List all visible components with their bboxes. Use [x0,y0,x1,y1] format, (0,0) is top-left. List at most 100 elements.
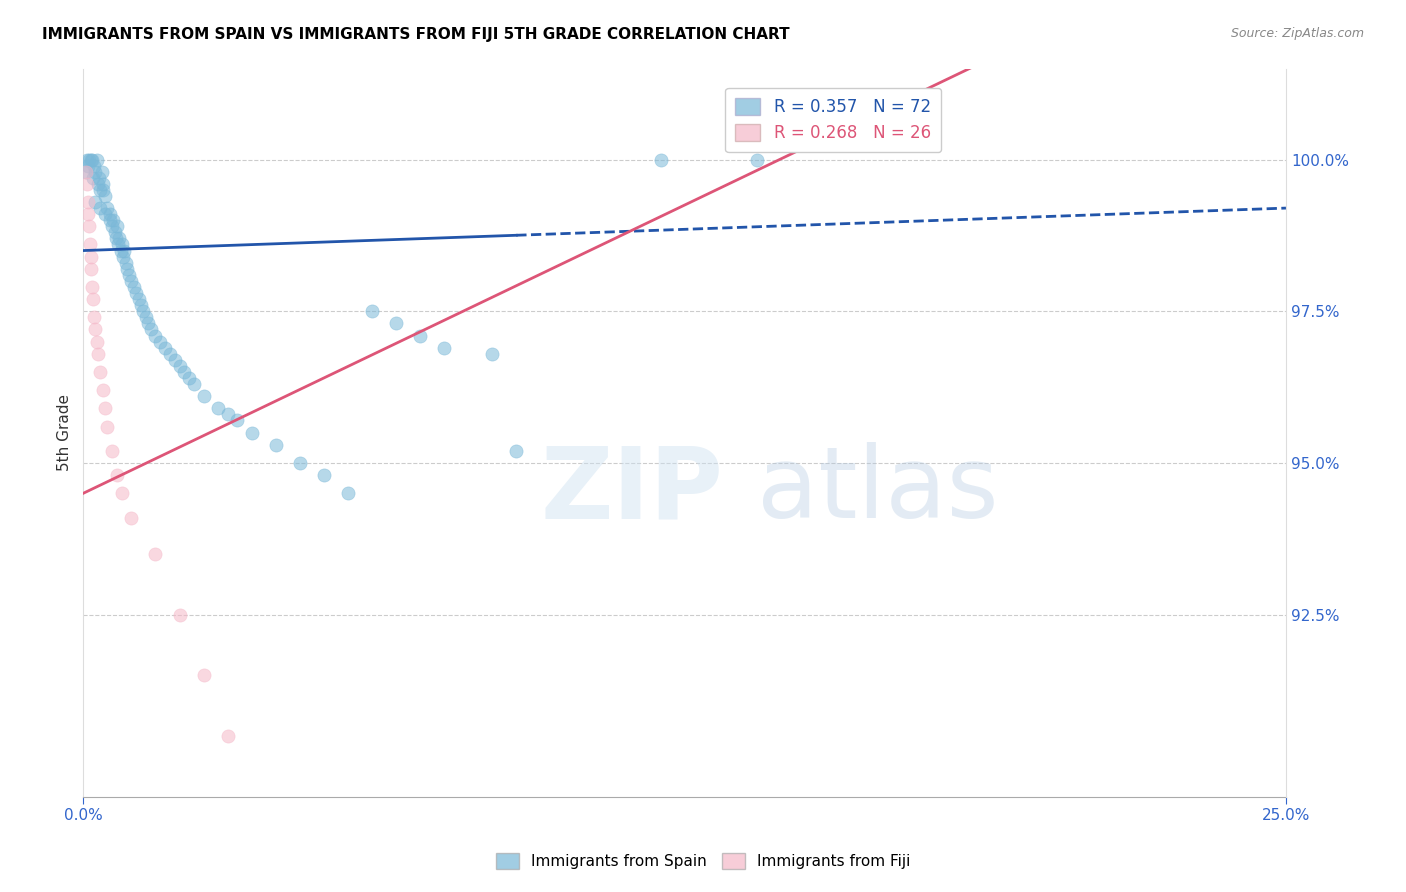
Point [153,341,176,355]
Point [193,668,215,682]
Point [79,237,101,252]
Point [80,153,103,167]
Point [385,317,408,331]
Point [84,322,107,336]
Point [101,213,124,227]
Point [83,159,105,173]
Y-axis label: 5th Grade: 5th Grade [58,394,72,471]
Point [94,189,117,203]
Point [107,237,129,252]
Point [86,334,108,349]
Point [118,268,141,282]
Point [122,280,145,294]
Point [125,286,148,301]
Point [169,359,191,373]
Point [83,310,105,325]
Point [240,425,263,440]
Point [183,377,205,392]
Point [90,164,112,178]
Point [84,194,107,209]
Point [96,201,118,215]
Point [77,153,100,167]
Point [89,183,111,197]
Point [145,547,167,561]
Point [745,153,768,167]
Point [163,352,186,367]
Point [120,510,142,524]
Point [87,347,110,361]
Point [145,328,167,343]
Point [481,347,503,361]
Point [207,401,229,416]
Point [77,207,100,221]
Point [149,334,172,349]
Point [105,231,128,245]
Point [226,413,249,427]
Point [128,292,150,306]
Point [132,304,155,318]
Point [87,177,110,191]
Point [91,383,114,397]
Point [77,159,100,173]
Point [80,280,103,294]
Point [77,219,100,234]
Point [76,177,98,191]
Legend: R = 0.357   N = 72, R = 0.268   N = 26: R = 0.357 N = 72, R = 0.268 N = 26 [725,87,941,153]
Point [169,607,191,622]
Point [409,328,432,343]
Point [94,401,117,416]
Point [288,456,311,470]
Point [105,219,128,234]
Point [361,304,384,318]
Point [135,310,157,325]
Point [80,261,103,276]
Point [111,486,134,500]
Point [89,365,111,379]
Point [111,237,134,252]
Point [433,341,456,355]
Point [505,443,527,458]
Point [650,153,672,167]
Point [82,170,104,185]
Point [76,153,98,167]
Point [84,164,107,178]
Point [75,164,97,178]
Point [93,177,115,191]
Point [336,486,359,500]
Point [159,347,181,361]
Point [108,231,131,245]
Point [101,219,124,234]
Point [129,298,152,312]
Point [96,419,118,434]
Point [94,207,117,221]
Point [193,389,215,403]
Point [87,170,110,185]
Point [136,317,159,331]
Point [91,183,114,197]
Text: IMMIGRANTS FROM SPAIN VS IMMIGRANTS FROM FIJI 5TH GRADE CORRELATION CHART: IMMIGRANTS FROM SPAIN VS IMMIGRANTS FROM… [42,27,790,42]
Point [79,153,101,167]
Point [312,468,335,483]
Point [217,408,239,422]
Point [112,244,135,258]
Point [105,468,128,483]
Point [101,443,124,458]
Point [115,261,138,276]
Point [111,250,134,264]
Point [82,292,104,306]
Legend: Immigrants from Spain, Immigrants from Fiji: Immigrants from Spain, Immigrants from F… [489,847,917,875]
Point [114,256,136,270]
Point [79,250,101,264]
Text: atlas: atlas [756,442,998,540]
Point [98,213,121,227]
Point [89,201,111,215]
Point [139,322,162,336]
Text: ZIP: ZIP [540,442,723,540]
Point [264,438,287,452]
Point [86,153,108,167]
Point [75,164,97,178]
Point [217,729,239,743]
Point [76,194,98,209]
Point [98,207,121,221]
Point [173,365,195,379]
